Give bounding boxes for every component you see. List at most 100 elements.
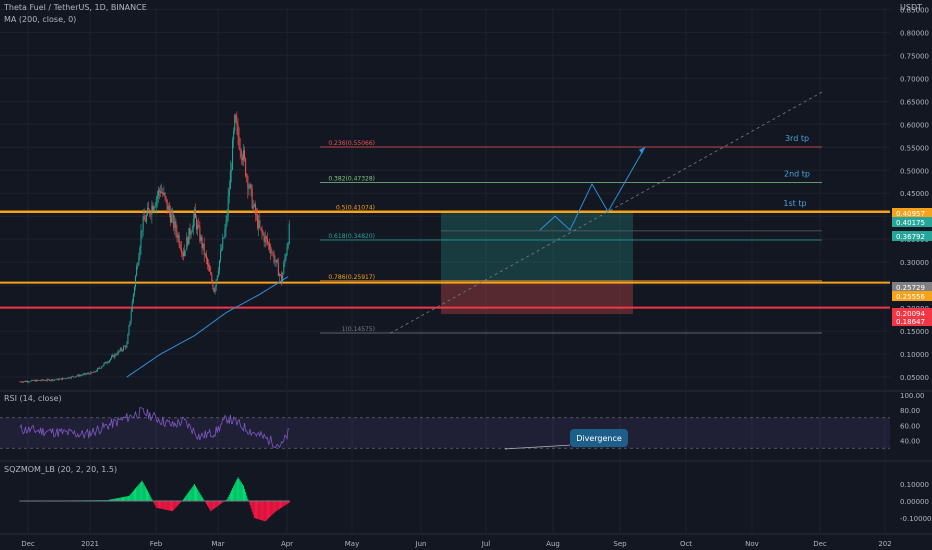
sqz-dot <box>91 500 93 502</box>
candle-body <box>108 360 110 362</box>
candle-body <box>187 237 189 245</box>
sqz-dot <box>39 500 41 502</box>
sqz-dot <box>107 500 109 502</box>
candle-body <box>175 221 177 232</box>
candle-body <box>31 380 33 381</box>
time-tick: May <box>345 540 359 548</box>
candle-body <box>247 176 249 189</box>
sqz-dot <box>204 500 206 502</box>
sqz-dot <box>167 500 169 502</box>
candle-body <box>280 274 282 275</box>
candle-body <box>95 371 97 372</box>
sqz-dot <box>187 500 189 502</box>
candle-body <box>141 230 143 232</box>
fib-label: 0.382(0.47328) <box>328 176 375 183</box>
candle-body <box>93 371 95 373</box>
candle-body <box>256 214 258 216</box>
sqz-dot <box>266 500 269 502</box>
candle-body <box>201 236 203 248</box>
candle-body <box>105 362 107 364</box>
price-tag: 0.40175 <box>896 219 925 227</box>
price-tick: 0.55000 <box>900 144 929 152</box>
candle-body <box>218 260 220 271</box>
candle-body <box>23 381 25 382</box>
sqz-dot <box>90 500 92 502</box>
sqz-tick: -0.10000 <box>900 515 931 523</box>
sqz-dot <box>222 500 224 502</box>
candle-body <box>192 218 194 230</box>
candle-body <box>150 214 152 215</box>
candle-body <box>171 215 173 223</box>
candle-body <box>198 224 200 227</box>
price-tick: 0.80000 <box>900 29 929 37</box>
candle-body <box>179 245 181 249</box>
price-tick: 0.05000 <box>900 374 929 382</box>
candle-body <box>22 381 24 383</box>
candle-body <box>191 229 193 233</box>
sqz-dot <box>176 500 178 502</box>
candle-body <box>214 286 216 292</box>
candle-body <box>119 348 121 351</box>
candle-body <box>51 379 53 381</box>
time-tick: Jul <box>481 540 491 548</box>
sqz-dot <box>163 500 165 502</box>
sqz-dot <box>52 500 54 502</box>
sqz-dot <box>224 500 226 502</box>
sqz-dot <box>236 500 238 502</box>
sqz-dot <box>126 500 128 502</box>
sqz-dot <box>55 500 57 502</box>
candle-body <box>189 227 191 235</box>
loss-zone <box>441 281 633 315</box>
candle-body <box>43 380 45 381</box>
sqz-dot <box>271 500 273 502</box>
divergence-label: Divergence <box>576 434 622 443</box>
sqz-dot <box>129 500 131 502</box>
sqz-dot <box>218 500 221 502</box>
candle-body <box>48 379 50 381</box>
sqz-dot <box>76 500 78 502</box>
rsi-tick: 80.00 <box>900 407 920 415</box>
sqz-dot <box>43 500 45 502</box>
sqz-dot <box>37 500 40 502</box>
sqz-dot <box>57 500 59 502</box>
sqz-dot <box>231 500 234 502</box>
rsi-tick: 40.00 <box>900 438 920 446</box>
candle-body <box>38 380 40 381</box>
candle-body <box>212 281 214 289</box>
candle-body <box>287 243 289 248</box>
sqz-dot <box>283 500 285 502</box>
candle-body <box>188 227 190 245</box>
candle-body <box>159 190 161 192</box>
candle-body <box>89 373 91 375</box>
sqz-dot <box>51 500 53 502</box>
candle-body <box>77 374 79 376</box>
candle-body <box>153 207 155 211</box>
candle-body <box>131 301 133 312</box>
candle-body <box>226 214 228 222</box>
candle-body <box>20 381 22 383</box>
candle-body <box>186 237 188 251</box>
price-tick: 0.15000 <box>900 328 929 336</box>
sqz-dot <box>185 500 187 502</box>
sqz-dot <box>143 500 145 502</box>
candle-body <box>99 367 101 369</box>
sqz-dot <box>158 500 161 502</box>
sqz-dot <box>103 500 105 502</box>
sqz-dot <box>96 500 98 502</box>
sqz-dot <box>183 500 186 502</box>
sqz-dot <box>31 500 33 502</box>
sqz-dot <box>115 500 117 502</box>
candle-body <box>81 374 83 376</box>
sqz-dot <box>233 500 235 502</box>
sqz-dot <box>230 500 233 502</box>
sqz-dot <box>190 500 192 502</box>
candle-body <box>178 235 180 246</box>
candle-body <box>176 231 178 238</box>
candle-body <box>155 198 157 206</box>
sqz-dot <box>19 500 21 502</box>
candle-body <box>123 346 125 351</box>
sqz-dot <box>100 500 102 502</box>
target-label: 2nd tp <box>784 170 810 179</box>
time-tick: Dec <box>21 540 35 548</box>
